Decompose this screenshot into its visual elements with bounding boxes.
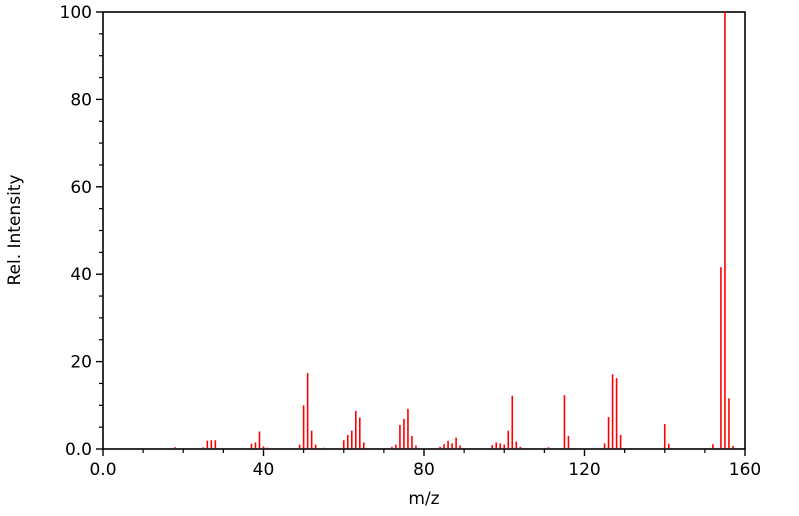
y-tick-label: 60 [70,178,92,198]
x-tick-label: 80 [413,460,435,480]
y-axis-label: Rel. Intensity [5,174,25,285]
y-tick-label: 20 [70,353,92,373]
x-tick-label: 40 [253,460,275,480]
tick-label-layer: 0.0 40 80 120 160 0.0 20 40 60 80 100 [60,3,762,480]
x-tick-label: 0.0 [89,460,116,480]
x-axis-label: m/z [408,489,439,509]
y-tick-label: 100 [60,3,92,23]
x-tick-label: 120 [568,460,600,480]
spectrum-peaks-layer [174,12,734,449]
tick-layer [96,11,746,456]
plot-frame-layer [102,11,746,450]
y-tick-label: 0.0 [65,440,92,460]
plot-frame [102,11,746,450]
y-tick-label: 40 [70,265,92,285]
y-tick-label: 80 [70,90,92,110]
x-tick-label: 160 [729,460,761,480]
